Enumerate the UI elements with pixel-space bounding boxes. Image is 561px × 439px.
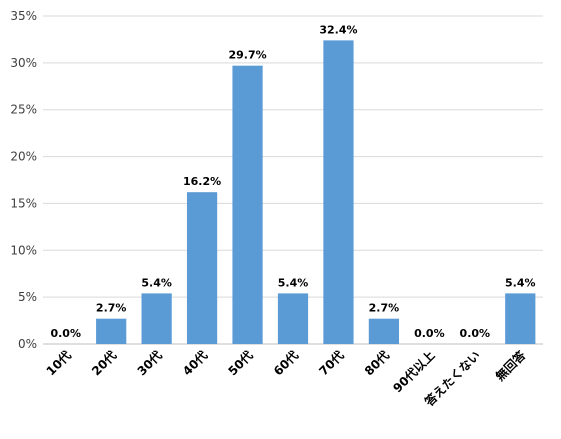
y-tick-label: 30% — [10, 56, 37, 70]
bar — [323, 40, 354, 344]
y-tick-label: 10% — [10, 243, 37, 257]
y-tick-label: 15% — [10, 196, 37, 210]
data-label: 5.4% — [278, 276, 309, 289]
data-label: 0.0% — [414, 327, 445, 340]
gridlines — [43, 15, 543, 345]
bar — [232, 65, 263, 344]
x-tick-label: 60代 — [270, 348, 301, 379]
data-label: 2.7% — [369, 302, 400, 315]
y-tick-label: 5% — [18, 290, 37, 304]
bar — [96, 318, 127, 344]
data-label: 0.0% — [50, 327, 81, 340]
x-tick-label: 無回答 — [492, 347, 529, 384]
data-labels: 0.0% 2.7% 5.4% 16.2% 29.7% 5.4% 32.4% 2.7% 0.0% 0… — [50, 23, 535, 340]
bars — [96, 40, 536, 344]
data-label: 0.0% — [460, 327, 491, 340]
x-tick-label: 50代 — [225, 348, 256, 379]
data-label: 16.2% — [183, 175, 221, 188]
y-tick-label: 35% — [10, 9, 37, 23]
bar — [186, 192, 218, 344]
y-tick-label: 0% — [18, 337, 37, 351]
data-label: 29.7% — [228, 49, 266, 62]
data-label: 5.4% — [141, 276, 172, 289]
x-tick-label: 80代 — [361, 348, 392, 379]
data-label: 2.7% — [96, 302, 127, 315]
x-tick-label: 40代 — [179, 348, 210, 379]
bar — [505, 293, 536, 344]
bar — [141, 293, 172, 344]
x-tick-label: 20代 — [88, 348, 119, 379]
y-tick-label: 20% — [10, 150, 37, 164]
x-tick-label: 10代 — [43, 348, 74, 379]
y-axis-ticks: 0% 5% 10% 15% 20% 25% 30% 35% — [10, 9, 37, 351]
data-label: 32.4% — [319, 23, 357, 36]
bar — [277, 293, 309, 344]
x-tick-label: 90代以上 — [390, 348, 438, 396]
bar — [368, 318, 400, 344]
x-tick-label: 30代 — [134, 348, 165, 379]
data-label: 5.4% — [505, 276, 536, 289]
y-tick-label: 25% — [10, 103, 37, 117]
x-tick-label: 70代 — [316, 348, 347, 379]
